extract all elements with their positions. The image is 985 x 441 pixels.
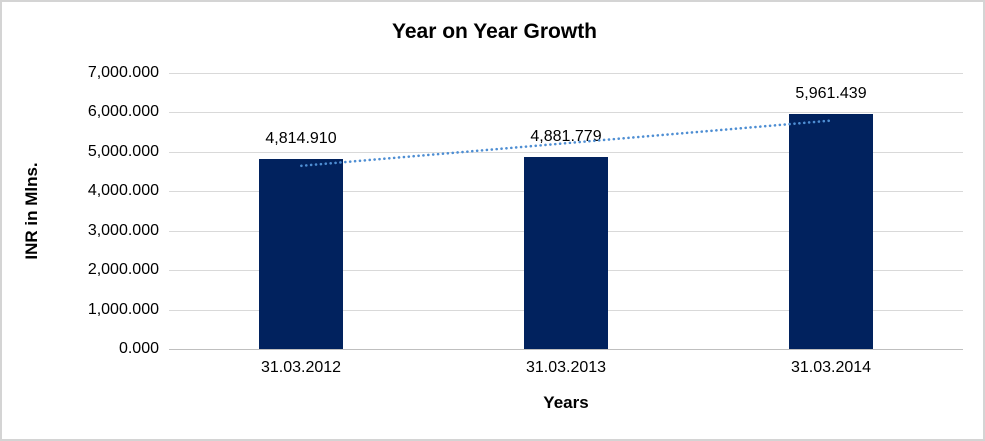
y-tick-label: 0.000 <box>118 340 159 357</box>
x-tick-label: 31.03.2012 <box>260 359 342 376</box>
bar <box>524 157 608 349</box>
x-axis-line <box>169 349 963 350</box>
y-tick-label: 2,000.000 <box>87 261 159 278</box>
y-tick-label: 7,000.000 <box>87 64 159 81</box>
chart-title: Year on Year Growth <box>391 20 598 43</box>
y-tick-label: 6,000.000 <box>87 103 159 120</box>
y-axis-title-text: INR in Mlns. <box>22 162 41 260</box>
gridline <box>169 73 963 74</box>
x-axis-title: Years <box>543 393 589 412</box>
bar <box>259 159 343 349</box>
bar-data-label: 5,961.439 <box>795 85 867 102</box>
y-tick-label: 4,000.000 <box>87 182 159 199</box>
bar-data-label: 4,881.779 <box>530 128 602 145</box>
bar-data-label: 4,814.910 <box>265 130 337 147</box>
y-tick-label: 1,000.000 <box>87 301 159 318</box>
y-tick-label: 3,000.000 <box>87 222 159 239</box>
bar <box>789 114 873 349</box>
y-tick-label: 5,000.000 <box>87 143 159 160</box>
x-tick-label: 31.03.2014 <box>790 359 872 376</box>
gridline <box>169 112 963 113</box>
x-tick-label: 31.03.2013 <box>525 359 607 376</box>
